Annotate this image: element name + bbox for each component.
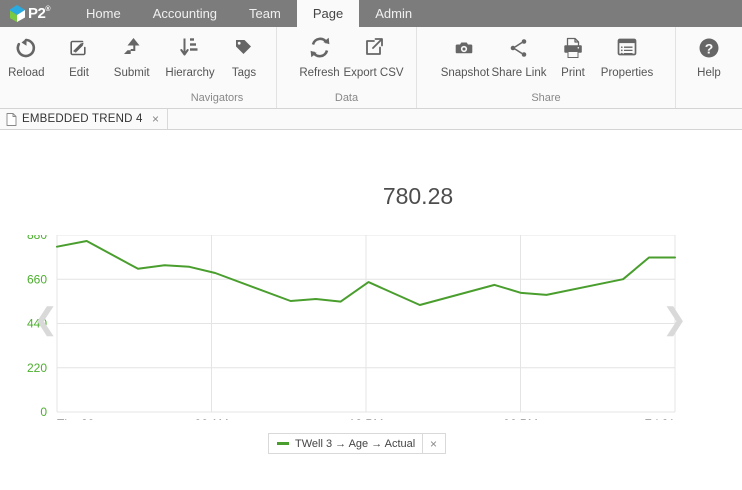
svg-text:06 PM: 06 PM	[503, 417, 538, 420]
svg-text:?: ?	[705, 41, 714, 57]
svg-text:Thu 20: Thu 20	[57, 417, 95, 420]
svg-text:0: 0	[40, 405, 47, 419]
svg-text:880: 880	[27, 235, 47, 242]
svg-text:660: 660	[27, 272, 47, 286]
svg-text:12 PM: 12 PM	[349, 417, 384, 420]
svg-text:06 AM: 06 AM	[194, 417, 228, 420]
svg-text:220: 220	[27, 361, 47, 375]
svg-text:Fri 21: Fri 21	[644, 417, 675, 420]
